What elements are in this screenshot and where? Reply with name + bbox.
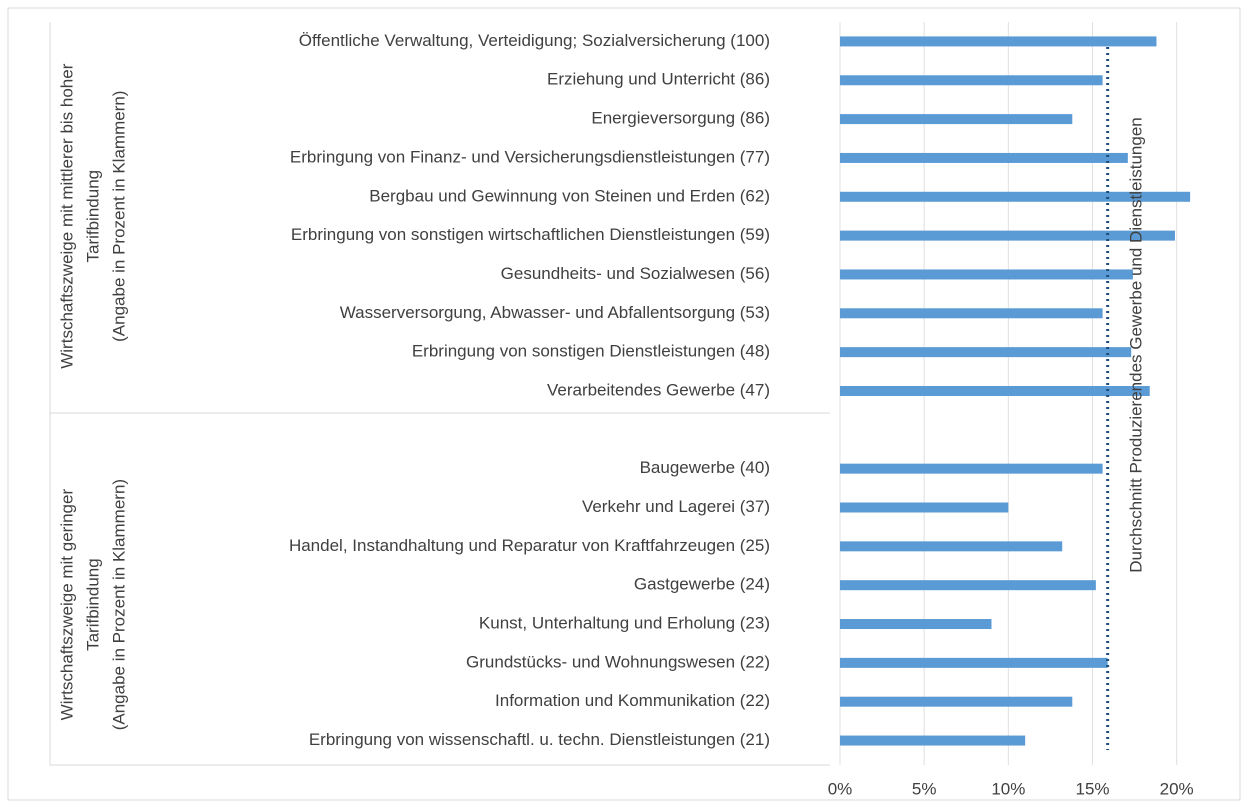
bar [840, 657, 1108, 668]
category-label: Gesundheits- und Sozialwesen (56) [501, 264, 770, 283]
x-tick-label: 10% [991, 779, 1025, 798]
category-label: Energieversorgung (86) [591, 109, 770, 128]
category-label: Gastgewerbe (24) [634, 575, 770, 594]
bar [840, 269, 1133, 280]
group-label: Wirtschaftszweige mit geringer [57, 489, 76, 721]
category-label: Erbringung von sonstigen Dienstleistunge… [412, 342, 770, 361]
bar [840, 308, 1103, 319]
bar [840, 347, 1132, 358]
bar [840, 75, 1103, 86]
bar [840, 114, 1073, 125]
bar [840, 541, 1063, 552]
category-label: Erziehung und Unterricht (86) [547, 70, 770, 89]
bar [840, 696, 1073, 707]
group-label: (Angabe in Prozent in Klammern) [109, 479, 128, 730]
category-label: Bergbau und Gewinnung von Steinen und Er… [369, 186, 770, 205]
bar [840, 619, 992, 630]
category-label: Erbringung von wissenschaftl. u. techn. … [309, 730, 770, 749]
bar [840, 152, 1128, 163]
category-label: Erbringung von sonstigen wirtschaftliche… [291, 225, 770, 244]
category-label: Wasserversorgung, Abwasser- und Abfallen… [340, 303, 770, 322]
category-label: Handel, Instandhaltung und Reparatur von… [289, 536, 770, 555]
x-tick-label: 15% [1075, 779, 1109, 798]
frame [7, 7, 1241, 801]
group-label: Tarifbindung [83, 558, 102, 651]
bar [840, 230, 1175, 241]
category-label: Information und Kommunikation (22) [495, 691, 770, 710]
category-label: Öffentliche Verwaltung, Verteidigung; So… [299, 31, 770, 50]
group-label: (Angabe in Prozent in Klammern) [109, 91, 128, 342]
bar [840, 502, 1009, 513]
x-tick-label: 20% [1160, 779, 1194, 798]
category-label: Verkehr und Lagerei (37) [582, 497, 770, 516]
category-label: Kunst, Unterhaltung und Erholung (23) [479, 614, 770, 633]
bar [840, 735, 1026, 746]
bar [840, 580, 1096, 591]
bar [840, 36, 1157, 47]
reference-label: Durchschnitt Produzierendes Gewerbe und … [1126, 117, 1145, 572]
category-label: Erbringung von Finanz- und Versicherungs… [290, 147, 770, 166]
category-label: Baugewerbe (40) [640, 458, 770, 477]
bar [840, 463, 1103, 474]
group-label: Tarifbindung [83, 170, 102, 263]
bar [840, 191, 1191, 202]
category-label: Grundstücks- und Wohnungswesen (22) [466, 652, 770, 671]
category-label: Verarbeitendes Gewerbe (47) [547, 380, 770, 399]
bar [840, 385, 1150, 396]
x-tick-label: 5% [912, 779, 937, 798]
group-label: Wirtschaftszweige mit mittlerer bis hohe… [57, 63, 76, 368]
x-tick-label: 0% [828, 779, 853, 798]
